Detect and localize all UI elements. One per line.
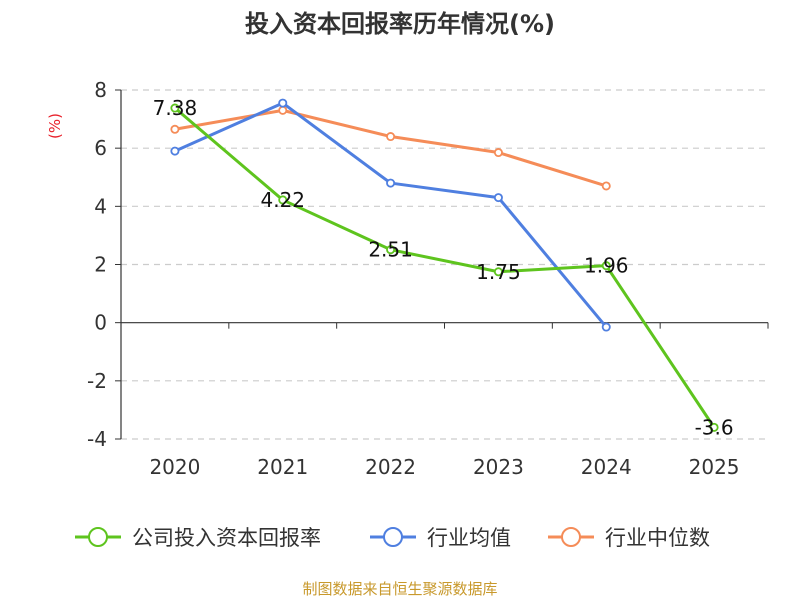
legend-item-2[interactable]: 行业中位数 bbox=[548, 526, 710, 550]
source-note: 制图数据来自恒生聚源数据库 bbox=[302, 580, 497, 598]
legend-item-0[interactable]: 公司投入资本回报率 bbox=[75, 526, 321, 550]
series-layer bbox=[170, 98, 719, 432]
y-tick-label: 4 bbox=[94, 194, 107, 218]
x-tick-labels: 2020 2021 2022 2023 2024 2025 bbox=[149, 455, 739, 479]
data-label: 2.51 bbox=[368, 238, 413, 262]
data-point[interactable] bbox=[170, 146, 180, 156]
data-point[interactable] bbox=[278, 105, 288, 115]
data-point[interactable] bbox=[709, 422, 719, 432]
legend-label: 行业均值 bbox=[427, 526, 511, 550]
x-tick-label: 2021 bbox=[257, 455, 308, 479]
data-point[interactable] bbox=[493, 267, 503, 277]
y-tick-label: -4 bbox=[87, 427, 107, 451]
legend-marker-icon bbox=[561, 527, 581, 547]
y-tick-labels: 8 6 4 2 0 -2 -4 bbox=[87, 78, 107, 451]
data-label: 1.96 bbox=[584, 254, 629, 278]
y-tick-label: 8 bbox=[94, 78, 107, 102]
data-point[interactable] bbox=[170, 124, 180, 134]
data-point[interactable] bbox=[601, 322, 611, 332]
x-tick-label: 2022 bbox=[365, 455, 416, 479]
chart-title: 投入资本回报率历年情况(%) bbox=[245, 10, 555, 38]
data-point[interactable] bbox=[601, 261, 611, 271]
data-label: 1.75 bbox=[476, 260, 521, 284]
data-point[interactable] bbox=[386, 178, 396, 188]
y-axis-unit: (%) bbox=[46, 113, 64, 139]
legend-item-1[interactable]: 行业均值 bbox=[370, 526, 511, 550]
x-tick-label: 2024 bbox=[581, 455, 632, 479]
data-point[interactable] bbox=[601, 181, 611, 191]
data-point[interactable] bbox=[170, 103, 180, 113]
data-label: 7.38 bbox=[153, 96, 198, 120]
data-point[interactable] bbox=[493, 148, 503, 158]
data-label: -3.6 bbox=[695, 415, 734, 439]
data-point[interactable] bbox=[493, 193, 503, 203]
legend-marker-icon bbox=[88, 527, 108, 547]
grid-lines bbox=[121, 89, 768, 440]
legend-marker-icon bbox=[383, 527, 403, 547]
data-point[interactable] bbox=[278, 195, 288, 205]
axes bbox=[115, 89, 769, 440]
data-point[interactable] bbox=[386, 132, 396, 142]
y-tick-label: 0 bbox=[94, 311, 107, 335]
x-tick-label: 2023 bbox=[473, 455, 524, 479]
series-line-0 bbox=[173, 106, 716, 429]
x-tick-label: 2025 bbox=[689, 455, 740, 479]
y-tick-label: 6 bbox=[94, 136, 107, 160]
data-label: 4.22 bbox=[260, 188, 305, 212]
legend[interactable]: 公司投入资本回报率 行业均值 行业中位数 bbox=[75, 526, 710, 550]
data-labels: 7.38 4.22 2.51 1.75 1.96 -3.6 bbox=[153, 96, 734, 439]
legend-label: 行业中位数 bbox=[605, 526, 710, 550]
x-tick-label: 2020 bbox=[149, 455, 200, 479]
data-point[interactable] bbox=[386, 245, 396, 255]
data-point[interactable] bbox=[278, 98, 288, 108]
y-tick-label: 2 bbox=[94, 253, 107, 277]
legend-label: 公司投入资本回报率 bbox=[132, 526, 321, 550]
y-tick-label: -2 bbox=[87, 369, 107, 393]
